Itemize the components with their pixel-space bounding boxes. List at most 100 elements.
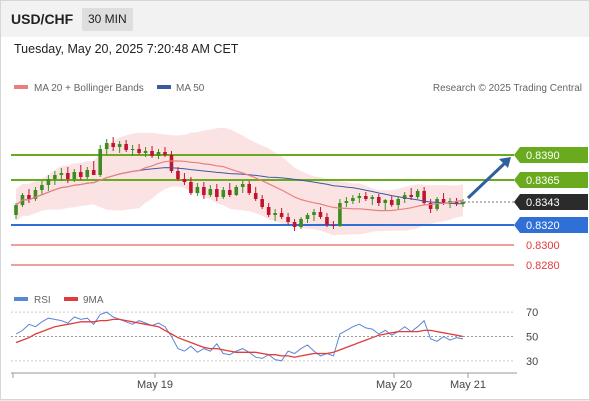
candle-body xyxy=(40,185,44,190)
candle-body xyxy=(253,193,258,199)
candle-body xyxy=(292,222,297,227)
candle-body xyxy=(189,182,193,193)
candle-body xyxy=(78,172,83,177)
level-tag-0-8343 xyxy=(514,194,588,210)
candle-body xyxy=(279,213,284,217)
candle-body xyxy=(305,215,310,219)
bollinger-band xyxy=(16,127,463,236)
ma20-legend-label: MA 20 + Bollinger Bands xyxy=(34,83,144,94)
rsi-tick-50: 50 xyxy=(526,331,538,343)
candle-body xyxy=(376,197,381,203)
candle-body xyxy=(234,187,239,195)
candle-body xyxy=(150,151,154,156)
candle-body xyxy=(195,187,200,193)
candle-body xyxy=(422,191,426,203)
candle-body xyxy=(351,198,355,201)
candle-body xyxy=(53,175,57,179)
candle-body xyxy=(325,217,329,225)
price-legend: MA 20 + Bollinger Bands MA 50 Research ©… xyxy=(14,83,582,94)
candle-body xyxy=(72,172,77,179)
level-label-0-8320: 0.8320 xyxy=(526,220,560,232)
level-tag-0-8365 xyxy=(514,172,588,188)
ma50-legend-label: MA 50 xyxy=(176,83,205,94)
x-tick-label: May 19 xyxy=(137,379,173,391)
candle-body xyxy=(85,170,90,177)
datetime-label: Tuesday, May 20, 2025 7:20:48 AM CET xyxy=(14,42,239,56)
candle-body xyxy=(331,225,336,226)
candle-body xyxy=(208,189,213,195)
symbol-label: USD/CHF xyxy=(11,11,74,27)
candle-body xyxy=(383,200,388,203)
candle-body xyxy=(169,155,174,171)
candle-body xyxy=(143,151,148,153)
candle-body xyxy=(46,179,51,185)
rsi-ma-line xyxy=(15,318,464,358)
candle-body xyxy=(91,170,96,175)
candle-body xyxy=(273,213,277,215)
rsi-legend: RSI 9MA xyxy=(14,295,104,306)
candle-body xyxy=(27,195,31,199)
candle-body xyxy=(59,173,64,175)
level-tag-0-8390 xyxy=(514,147,588,163)
level-label-0-8365: 0.8365 xyxy=(526,175,560,187)
candle-body xyxy=(104,143,109,149)
candle-body xyxy=(260,199,264,207)
x-tick-label: May 20 xyxy=(376,379,412,391)
rsi-ma-legend-label: 9MA xyxy=(83,295,104,306)
candle-body xyxy=(318,212,323,217)
candle-body xyxy=(14,205,18,215)
ma20-line xyxy=(15,160,464,212)
candle-body xyxy=(357,196,362,198)
candle-body xyxy=(461,202,465,204)
candle-body xyxy=(441,199,446,203)
candle-body xyxy=(137,149,141,153)
candle-body xyxy=(98,149,103,175)
candle-body xyxy=(117,144,122,147)
level-label-0-8343: 0.8343 xyxy=(526,197,560,209)
level-label-0-8300: 0.8300 xyxy=(526,240,560,252)
candle-body xyxy=(402,195,407,199)
chart-header: USD/CHF 30 MIN xyxy=(1,1,589,37)
candle-body xyxy=(312,212,316,215)
x-tick-label: May 21 xyxy=(450,379,486,391)
candle-body xyxy=(364,196,368,199)
rsi-tick-30: 30 xyxy=(526,356,538,368)
candle-body xyxy=(247,184,252,193)
candle-body xyxy=(182,179,187,182)
level-tag-0-8320 xyxy=(514,217,588,233)
credit-label: Research © 2025 Trading Central xyxy=(433,83,582,94)
candle-body xyxy=(370,197,375,199)
candle-body xyxy=(176,171,180,179)
projection-arrow-shaft xyxy=(466,161,507,200)
level-label-0-8280: 0.8280 xyxy=(526,260,560,272)
candle-body xyxy=(202,187,206,195)
candle-body xyxy=(338,203,342,226)
candle-body xyxy=(415,191,420,197)
candle-body xyxy=(215,189,219,197)
candle-body xyxy=(221,190,226,197)
candle-body xyxy=(409,195,413,197)
candle-body xyxy=(66,173,70,179)
rsi-tick-70: 70 xyxy=(526,307,538,319)
candle-body xyxy=(156,152,161,156)
candle-body xyxy=(130,149,135,150)
rsi-legend-label: RSI xyxy=(34,295,51,306)
candle-body xyxy=(111,143,115,147)
candle-body xyxy=(396,199,401,205)
level-label-0-8390: 0.8390 xyxy=(526,150,560,162)
candle-body xyxy=(286,217,290,222)
candle-body xyxy=(163,152,167,155)
candle-body xyxy=(33,190,38,199)
timeframe-button[interactable]: 30 MIN xyxy=(82,8,133,31)
candle-body xyxy=(299,219,303,227)
candle-body xyxy=(240,184,245,187)
candle-body xyxy=(454,201,459,204)
candle-body xyxy=(389,200,394,205)
candle-body xyxy=(227,190,232,195)
projection-arrow-head xyxy=(499,157,511,168)
candle-body xyxy=(344,201,349,203)
candle-body xyxy=(266,207,271,215)
candle-body xyxy=(124,144,128,150)
